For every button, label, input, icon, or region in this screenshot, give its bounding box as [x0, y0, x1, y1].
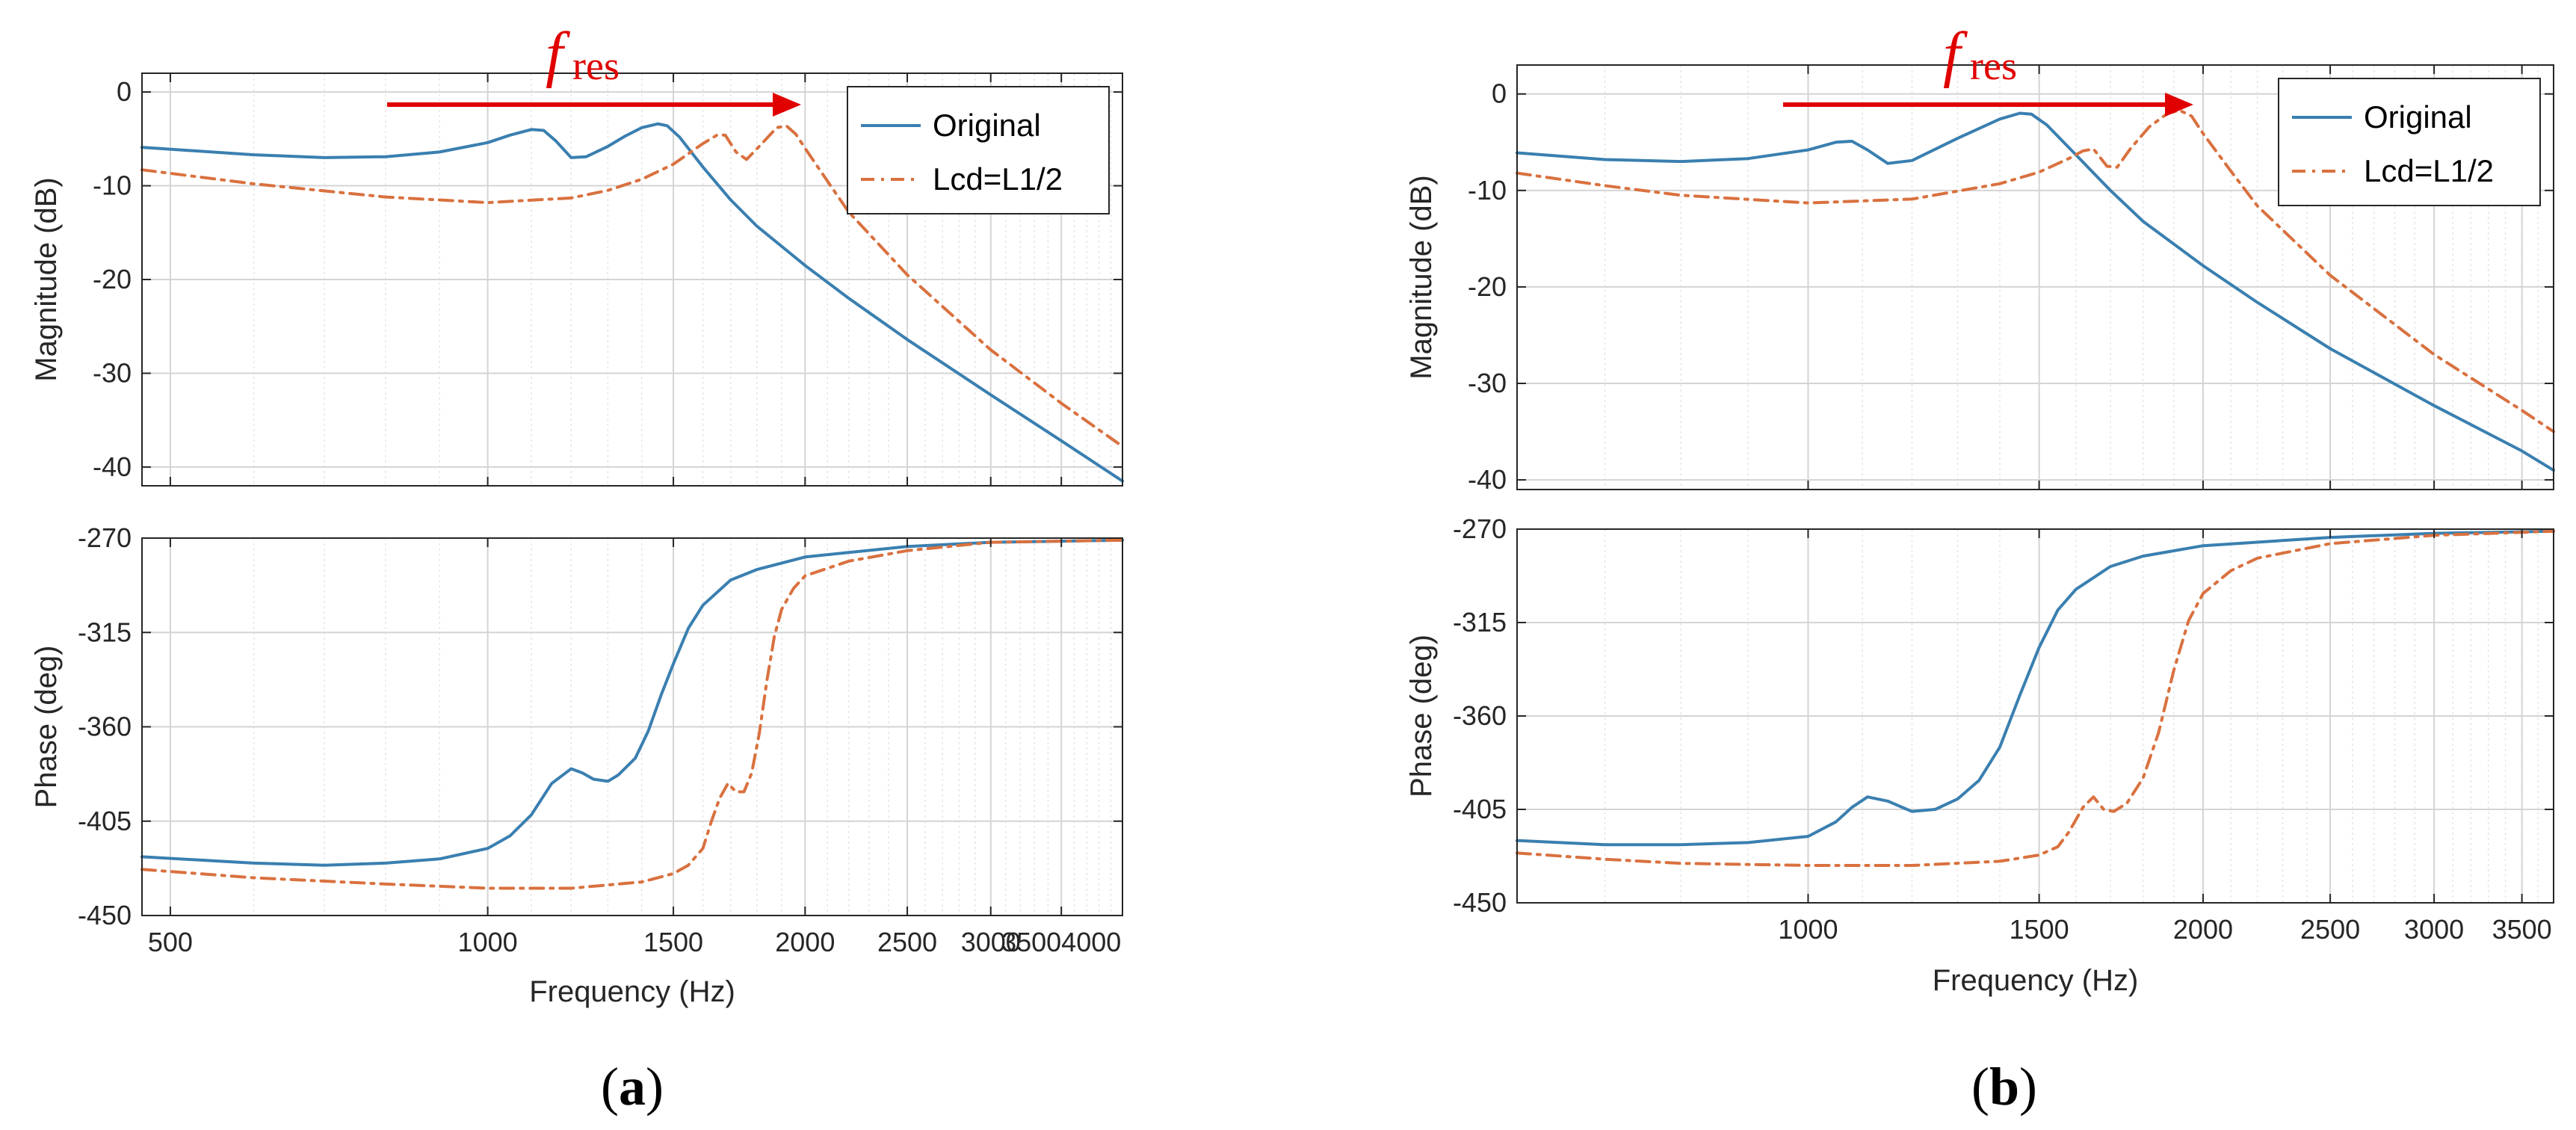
legend-box	[2278, 78, 2541, 206]
phase-plot: -270 -315 -360 -405 -450 500 1000 1500 2000 2500 3…	[30, 522, 1124, 1008]
legend-label: Original	[933, 108, 1041, 143]
x-tick-label: 1000	[1778, 914, 1838, 945]
y-tick-label: -20	[1468, 271, 1507, 302]
y-tick-label: -405	[1453, 794, 1507, 824]
x-tick-label: 3000	[2404, 914, 2464, 945]
y-tick-label: -40	[93, 451, 132, 482]
y-tick-label: -270	[1453, 513, 1507, 544]
series-line-original	[140, 538, 1124, 867]
y-tick-label: -360	[78, 711, 132, 742]
y-tick-label: -315	[78, 617, 132, 647]
phase-plot: -270 -315 -360 -405 -450 1000 1500 2000 2500 3000…	[1405, 513, 2555, 997]
x-tick-label: 2000	[775, 927, 835, 957]
y-tick-label: -30	[1468, 368, 1507, 398]
y-tick-label: -405	[78, 806, 132, 836]
y-tick-label: -360	[1453, 700, 1507, 731]
y-tick-label: 0	[1492, 78, 1507, 109]
legend: Original Lcd=L1/2	[847, 86, 1110, 214]
legend-label: Lcd=L1/2	[933, 161, 1063, 197]
series-line-lcd-half	[140, 124, 1124, 448]
panel-a: 0 -10 -20 -30 -40 Magnitude (dB) Original Lcd=L…	[30, 19, 1124, 1117]
axes-frame	[1516, 64, 2554, 490]
y-tick-label: -40	[1468, 464, 1507, 495]
x-tick-label: 2500	[877, 927, 937, 957]
y-tick-label: -10	[93, 170, 132, 201]
y-tick-label: -20	[93, 264, 132, 294]
series-line-original	[1516, 529, 2555, 847]
series-line-original	[1516, 111, 2555, 472]
legend-label: Lcd=L1/2	[2364, 153, 2494, 188]
x-tick-label: 1500	[2010, 914, 2069, 945]
y-tick-label: -270	[78, 522, 132, 553]
y-tick-label: 0	[117, 76, 132, 107]
x-tick-label: 1500	[643, 927, 703, 957]
frequency-axis-label: Frequency (Hz)	[529, 975, 735, 1008]
y-tick-label: -450	[1453, 887, 1507, 918]
legend: Original Lcd=L1/2	[2278, 78, 2541, 206]
fres-arrow-head	[773, 93, 801, 117]
phase-axis-label: Phase (deg)	[1405, 635, 1438, 797]
phase-axis-label: Phase (deg)	[30, 646, 63, 809]
y-tick-label: -30	[93, 357, 132, 388]
magnitude-plot: 0 -10 -20 -30 -40 Magnitude (dB) Original Lcd=L…	[30, 72, 1124, 487]
legend-box	[847, 86, 1110, 214]
panel-caption: (b)	[1971, 1057, 2037, 1117]
x-tick-label: 2500	[2300, 914, 2360, 945]
magnitude-axis-label: Magnitude (dB)	[1405, 175, 1438, 379]
fres-arrow-head	[2165, 93, 2193, 117]
y-tick-label: -315	[1453, 607, 1507, 637]
series-line-lcd-half	[1516, 529, 2555, 867]
panel-b: 0 -10 -20 -30 -40 Magnitude (dB) Original Lcd=L…	[1405, 19, 2555, 1117]
x-tick-label: 3000	[961, 927, 1021, 957]
x-tick-label: 3500	[2492, 914, 2552, 945]
x-tick-label: 500	[148, 927, 193, 957]
legend-label: Original	[2364, 99, 2472, 135]
fres-subscript: res	[1970, 43, 2017, 88]
series-line-lcd-half	[140, 538, 1124, 890]
series-line-original	[140, 122, 1124, 483]
y-tick-label: -450	[78, 900, 132, 930]
series-line-lcd-half	[1516, 108, 2555, 433]
x-tick-label: 2000	[2173, 914, 2233, 945]
fres-subscript: res	[572, 43, 620, 88]
x-tick-label: 35004000	[1001, 927, 1121, 957]
panel-caption: (a)	[601, 1057, 664, 1117]
y-tick-label: -10	[1468, 175, 1507, 206]
magnitude-axis-label: Magnitude (dB)	[30, 177, 63, 381]
x-tick-label: 1000	[458, 927, 518, 957]
magnitude-plot: 0 -10 -20 -30 -40 Magnitude (dB) Original Lcd=L…	[1405, 64, 2555, 495]
frequency-axis-label: Frequency (Hz)	[1933, 964, 2139, 997]
